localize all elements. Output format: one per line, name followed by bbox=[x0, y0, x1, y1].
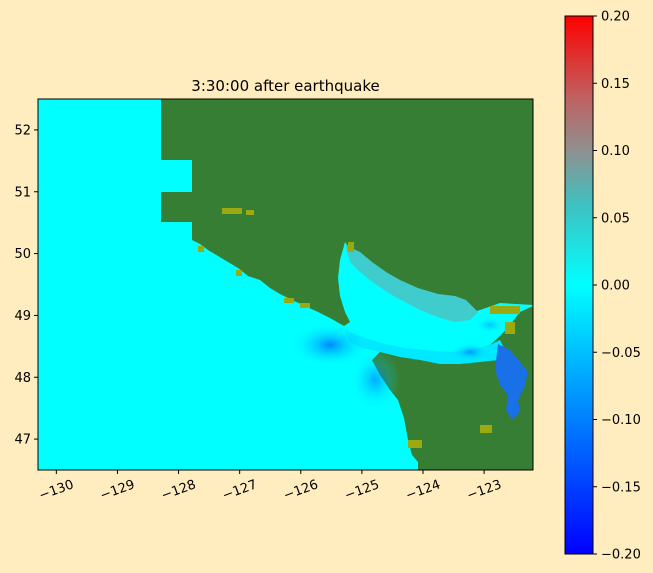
plot-border bbox=[37, 98, 534, 471]
puget-sound bbox=[495, 344, 528, 420]
shoreline-highlights bbox=[198, 208, 520, 448]
x-tick-label: −129 bbox=[98, 477, 137, 503]
y-tick-label: 49 bbox=[14, 309, 31, 324]
wave-front-1 bbox=[290, 323, 370, 367]
colorbar-tick-label: 0.05 bbox=[601, 211, 630, 226]
y-tick-label: 51 bbox=[14, 185, 31, 200]
colorbar-tick-label: −0.20 bbox=[601, 548, 641, 563]
y-tick-label: 47 bbox=[14, 433, 31, 448]
colorbar-tick-label: −0.05 bbox=[601, 346, 641, 361]
colorbar-tick-label: 0.10 bbox=[601, 144, 630, 159]
x-axis: −130 −129 −128 −127 −126 −125 −124 −123 bbox=[37, 470, 504, 504]
plot-area bbox=[38, 99, 533, 470]
mainland-coast bbox=[161, 99, 533, 470]
colorbar-tick-label: 0.20 bbox=[601, 10, 630, 25]
chart-title: 3:30:00 after earthquake bbox=[191, 77, 379, 95]
x-tick-label: −123 bbox=[465, 477, 504, 503]
x-tick-label: −125 bbox=[343, 477, 382, 503]
y-tick-label: 48 bbox=[14, 371, 31, 386]
colorbar-tick-label: 0.15 bbox=[601, 77, 630, 92]
colorbar bbox=[564, 15, 594, 555]
colorbar-tick-label: −0.10 bbox=[601, 413, 641, 428]
strait-of-georgia bbox=[345, 245, 478, 322]
wave-front-4 bbox=[475, 317, 505, 333]
x-tick-label: −124 bbox=[404, 477, 443, 503]
y-axis: 47 48 49 50 51 52 bbox=[14, 123, 38, 448]
land-mask bbox=[161, 99, 533, 470]
y-tick-label: 50 bbox=[14, 247, 31, 262]
x-tick-label: −127 bbox=[220, 477, 259, 503]
x-tick-label: −126 bbox=[282, 477, 321, 503]
wave-front-3 bbox=[450, 342, 490, 362]
wave-front-2 bbox=[350, 350, 400, 410]
colorbar-tick-label: −0.15 bbox=[601, 480, 641, 495]
x-tick-label: −130 bbox=[37, 477, 76, 503]
colorbar-tick-label: 0.00 bbox=[601, 279, 630, 294]
x-tick-label: −128 bbox=[159, 477, 198, 503]
y-tick-label: 52 bbox=[14, 123, 31, 138]
colorbar-axis: 0.20 0.15 0.10 0.05 0.00 −0.05 −0.10 −0.15 −0.20 bbox=[593, 10, 641, 563]
